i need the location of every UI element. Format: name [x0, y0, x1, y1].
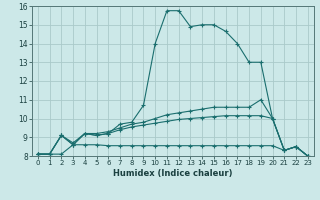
X-axis label: Humidex (Indice chaleur): Humidex (Indice chaleur): [113, 169, 233, 178]
